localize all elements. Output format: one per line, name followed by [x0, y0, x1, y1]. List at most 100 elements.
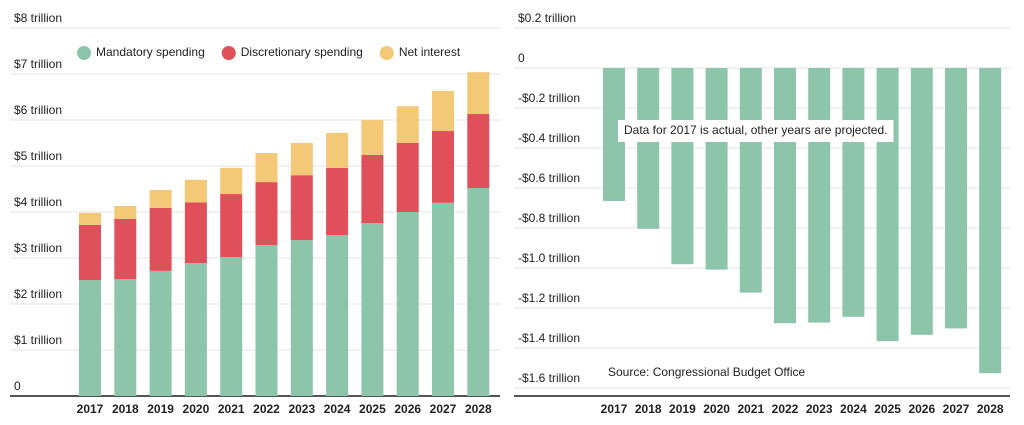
- bar-segment: [149, 189, 172, 208]
- bar: [671, 68, 694, 265]
- x-tick-label: 2017: [601, 402, 628, 416]
- x-tick-label: 2026: [908, 402, 935, 416]
- bar-segment: [326, 167, 349, 235]
- y-tick-label: -$1.2 trillion: [518, 291, 580, 305]
- bar-segment: [149, 270, 172, 396]
- bar-segment: [114, 218, 137, 280]
- y-tick-label: $5 trillion: [14, 149, 62, 163]
- legend-label: Net interest: [399, 45, 461, 59]
- bar-segment: [184, 263, 207, 396]
- legend-label: Mandatory spending: [96, 45, 205, 59]
- x-tick-label: 2022: [253, 402, 280, 416]
- x-tick-label: 2025: [874, 402, 901, 416]
- x-tick-label: 2020: [703, 402, 730, 416]
- bar-segment: [220, 167, 243, 195]
- bar-segment: [184, 202, 207, 264]
- bar-segment: [396, 143, 419, 212]
- bar-segment: [432, 131, 454, 203]
- bar-segment: [149, 207, 172, 271]
- x-tick-label: 2024: [324, 402, 351, 416]
- y-tick-label: $0.2 trillion: [518, 11, 576, 25]
- bar-segment: [184, 179, 207, 203]
- bar-segment: [79, 212, 101, 225]
- y-tick-label: -$0.6 trillion: [518, 171, 580, 185]
- bar: [739, 68, 762, 293]
- x-tick-label: 2017: [77, 402, 104, 416]
- bar: [637, 68, 660, 229]
- bar-segment: [114, 279, 137, 396]
- y-tick-label: $4 trillion: [14, 195, 62, 209]
- y-tick-label: $1 trillion: [14, 333, 62, 347]
- y-tick-label: $7 trillion: [14, 57, 62, 71]
- bar-segment: [79, 224, 101, 281]
- bar-segment: [255, 182, 278, 246]
- bar: [979, 68, 1002, 374]
- bar-segment: [467, 188, 490, 396]
- annotation: Source: Congressional Budget Office: [608, 365, 806, 379]
- y-tick-label: $8 trillion: [14, 11, 62, 25]
- bar-segment: [220, 257, 243, 396]
- x-tick-label: 2025: [359, 402, 386, 416]
- bar-segment: [467, 72, 490, 115]
- y-tick-label: $6 trillion: [14, 103, 62, 117]
- x-tick-label: 2019: [147, 402, 174, 416]
- bar-segment: [396, 106, 419, 143]
- x-tick-label: 2022: [772, 402, 799, 416]
- x-tick-label: 2023: [806, 402, 833, 416]
- bar: [876, 68, 899, 342]
- y-tick-label: -$0.8 trillion: [518, 211, 580, 225]
- y-tick-label: -$1.4 trillion: [518, 331, 580, 345]
- x-tick-label: 2021: [737, 402, 764, 416]
- bar-segment: [255, 245, 278, 396]
- bar-segment: [467, 114, 490, 189]
- x-tick-label: 2018: [112, 402, 139, 416]
- y-tick-label: 0: [14, 379, 21, 393]
- x-tick-label: 2019: [669, 402, 696, 416]
- x-tick-label: 2027: [430, 402, 457, 416]
- x-tick-label: 2021: [218, 402, 245, 416]
- legend-swatch: [77, 46, 91, 60]
- y-tick-label: -$1.0 trillion: [518, 251, 580, 265]
- x-tick-label: 2026: [394, 402, 421, 416]
- bar: [808, 68, 831, 323]
- bar-segment: [290, 143, 313, 176]
- bar-segment: [361, 154, 384, 224]
- x-tick-label: 2027: [943, 402, 970, 416]
- x-tick-label: 2028: [465, 402, 492, 416]
- bar: [842, 68, 865, 317]
- bar: [910, 68, 933, 335]
- y-tick-label: 0: [518, 51, 525, 65]
- bar-segment: [290, 240, 313, 396]
- bar-segment: [326, 132, 349, 168]
- legend-label: Discretionary spending: [241, 45, 363, 59]
- y-tick-label: -$0.2 trillion: [518, 91, 580, 105]
- y-tick-label: $3 trillion: [14, 241, 62, 255]
- annotation: Data for 2017 is actual, other years are…: [624, 123, 887, 137]
- y-tick-label: $2 trillion: [14, 287, 62, 301]
- bar: [774, 68, 796, 324]
- y-tick-label: -$0.4 trillion: [518, 131, 580, 145]
- x-tick-label: 2018: [635, 402, 662, 416]
- bar-segment: [114, 206, 137, 219]
- bar-segment: [79, 280, 101, 396]
- bar-segment: [290, 175, 313, 241]
- legend-swatch: [221, 46, 236, 60]
- bar: [603, 68, 625, 201]
- bar-segment: [432, 91, 454, 132]
- bar-segment: [326, 235, 349, 396]
- bar-segment: [432, 202, 454, 396]
- legend-swatch: [379, 46, 394, 60]
- y-tick-label: -$1.6 trillion: [518, 371, 580, 385]
- bar: [945, 68, 967, 329]
- x-tick-label: 2020: [183, 402, 210, 416]
- bar-segment: [255, 153, 278, 183]
- x-tick-label: 2023: [288, 402, 315, 416]
- bar-segment: [361, 223, 384, 396]
- bar: [705, 68, 728, 270]
- x-tick-label: 2028: [977, 402, 1004, 416]
- annotation-bg: [618, 120, 894, 142]
- bar-segment: [396, 212, 419, 396]
- annotation-bg: [602, 362, 812, 384]
